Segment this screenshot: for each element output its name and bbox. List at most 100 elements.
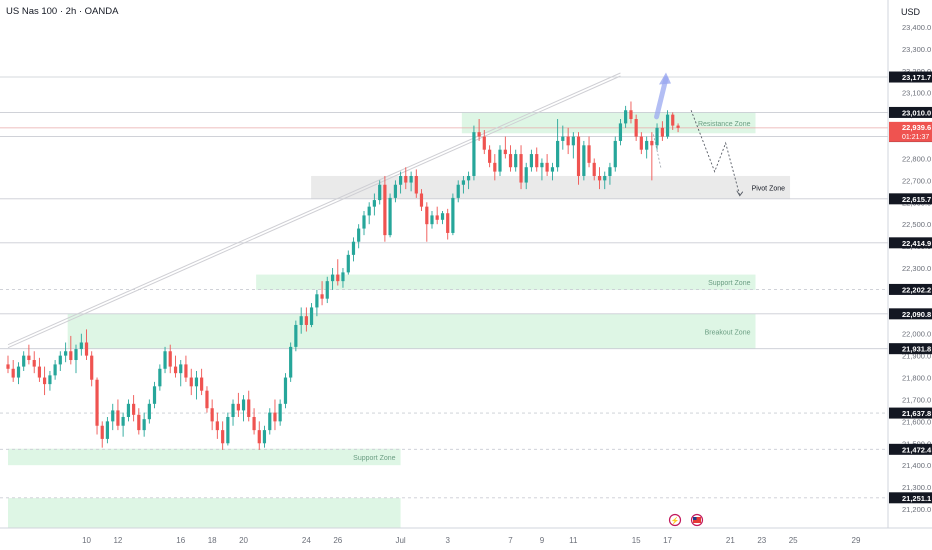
zone-label: Resistance Zone: [698, 121, 751, 128]
y-tick-label: 21,400.0: [902, 461, 931, 470]
y-tick-label: 22,000.0: [902, 330, 931, 339]
x-tick-label: 18: [208, 536, 217, 545]
candle-body: [451, 197, 455, 233]
candle-body: [32, 360, 36, 367]
candle-body: [665, 114, 670, 137]
price-level-tag: [889, 308, 932, 320]
candle-body: [466, 175, 471, 181]
candle-body: [53, 364, 57, 376]
candle-body: [294, 324, 298, 347]
candle-body: [545, 162, 549, 172]
candle-body: [409, 175, 413, 183]
zone-rect: [8, 448, 401, 466]
candle-body: [362, 215, 366, 229]
candle-body: [226, 416, 230, 444]
candle-body: [184, 364, 188, 378]
candle-body: [163, 351, 167, 369]
candle-body: [247, 399, 251, 417]
candle-body: [221, 430, 225, 444]
zones-layer: Resistance Zone Pivot Zone Support Zone Bre…: [8, 112, 791, 531]
x-tick-label: 7: [508, 536, 513, 545]
candle-body: [357, 228, 361, 242]
candle-body: [456, 184, 460, 198]
time-axis-bg: [0, 528, 932, 550]
price-level-tag: [889, 443, 932, 455]
symbol-title[interactable]: US Nas 100 · 2h · OANDA: [6, 6, 119, 17]
price-level-tag: [889, 106, 932, 118]
candle-body: [215, 421, 219, 431]
y-tick-label: 21,200.0: [902, 505, 931, 514]
candle-body: [550, 167, 555, 172]
candle-body: [639, 136, 643, 150]
candle-body: [519, 154, 523, 183]
candle-body: [289, 346, 293, 378]
candle-body: [6, 364, 10, 369]
candle-body: [236, 403, 240, 411]
candle-body: [414, 175, 418, 194]
candle-body: [650, 140, 654, 146]
current-price-tag: [889, 121, 932, 142]
candle-body: [200, 377, 204, 391]
candle-body: [367, 206, 371, 216]
y-tick-label: 21,900.0: [902, 352, 931, 361]
current-price-label: 22,939.6: [902, 123, 931, 132]
price-level-tag-label: 22,202.2: [902, 285, 931, 294]
flag-canton: [693, 517, 697, 520]
candle-body: [11, 368, 15, 378]
zone-rect: [311, 175, 791, 199]
candle-body: [613, 140, 617, 168]
candle-body: [168, 351, 172, 367]
y-tick-label: 22,800.0: [902, 154, 931, 163]
candle-body: [105, 421, 110, 439]
x-tick-label: 16: [176, 536, 185, 545]
candle-body: [147, 403, 151, 420]
candle-body: [430, 215, 434, 225]
candle-body: [262, 430, 267, 444]
price-level-tag: [889, 71, 932, 83]
currency-label[interactable]: USD: [900, 7, 920, 17]
candle-body: [152, 386, 157, 404]
zone-rect: [256, 274, 756, 290]
trendline: [7, 72, 621, 346]
candle-body: [524, 167, 528, 183]
y-tick-label: 21,300.0: [902, 483, 931, 492]
candle-countdown: 01:21:37: [902, 134, 929, 141]
candle-body: [472, 132, 476, 176]
projection-up-arrow: [654, 75, 669, 120]
candle-body: [440, 213, 445, 220]
price-level-tag: [889, 237, 932, 249]
candle-body: [95, 379, 99, 426]
candle-body: [179, 364, 183, 374]
candle-body: [299, 316, 303, 325]
projection-down-arrowhead: [736, 190, 744, 197]
candle-body: [493, 162, 497, 172]
price-level-tag-label: 22,090.8: [902, 310, 931, 319]
candle-body: [372, 200, 376, 207]
candle-body: [540, 162, 544, 168]
price-level-tag: [889, 343, 932, 355]
zone-label: Breakout Zone: [705, 329, 751, 336]
candle-body: [315, 294, 319, 308]
projection-up-arrowhead: [658, 72, 671, 85]
candle-body: [121, 416, 125, 426]
x-tick-label: 12: [113, 536, 122, 545]
candle-body: [84, 342, 89, 356]
price-level-tag-label: 23,010.0: [902, 108, 931, 117]
price-level-tag: [889, 407, 932, 419]
x-tick-label: 20: [239, 536, 248, 545]
candle-body: [556, 140, 560, 168]
x-tick-label: 15: [632, 536, 641, 545]
y-tick-label: 21,600.0: [902, 417, 931, 426]
candle-body: [629, 110, 633, 120]
candle-body: [257, 430, 261, 444]
candle-body: [268, 412, 272, 431]
x-tick-label: Jul: [395, 536, 405, 545]
candle-body: [529, 154, 534, 168]
price-axis-bg: [888, 0, 932, 550]
candle-body: [90, 355, 94, 380]
candle-body: [571, 136, 575, 146]
price-level-tag-label: 21,472.4: [902, 445, 932, 454]
candle-body: [608, 167, 612, 176]
